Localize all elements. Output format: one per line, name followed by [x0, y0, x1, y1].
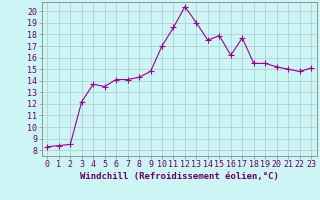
X-axis label: Windchill (Refroidissement éolien,°C): Windchill (Refroidissement éolien,°C): [80, 172, 279, 181]
